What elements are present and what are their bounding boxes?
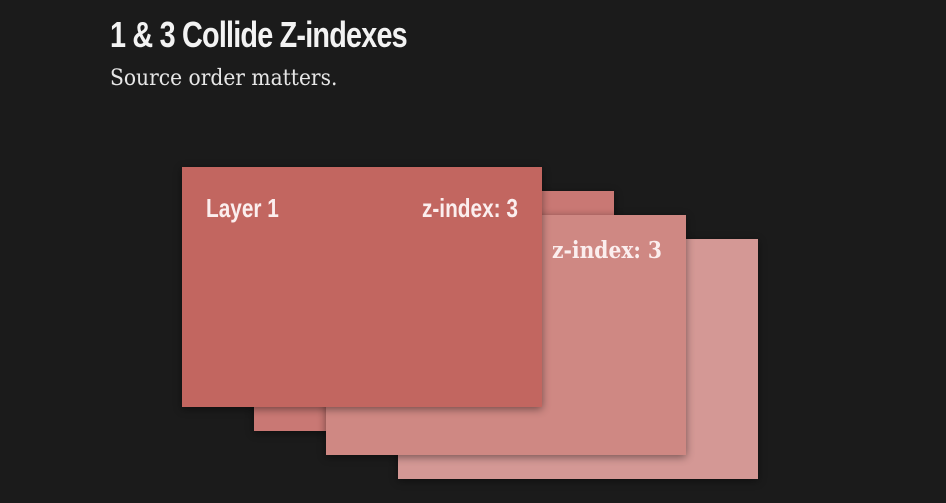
- layer-3-z-index-label: z-index: 3: [552, 237, 662, 264]
- page-subtitle: Source order matters.: [110, 66, 338, 91]
- page-title: 1 & 3 Collide Z-indexes: [110, 14, 408, 55]
- layer-1-z-index-label: z-index: 3: [422, 193, 518, 223]
- layer-1-box: Layer 1 z-index: 3: [182, 167, 542, 407]
- layer-1-label: Layer 1: [206, 193, 279, 223]
